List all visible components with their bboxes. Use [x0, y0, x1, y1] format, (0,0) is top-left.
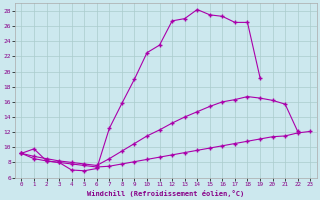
X-axis label: Windchill (Refroidissement éolien,°C): Windchill (Refroidissement éolien,°C): [87, 190, 244, 197]
